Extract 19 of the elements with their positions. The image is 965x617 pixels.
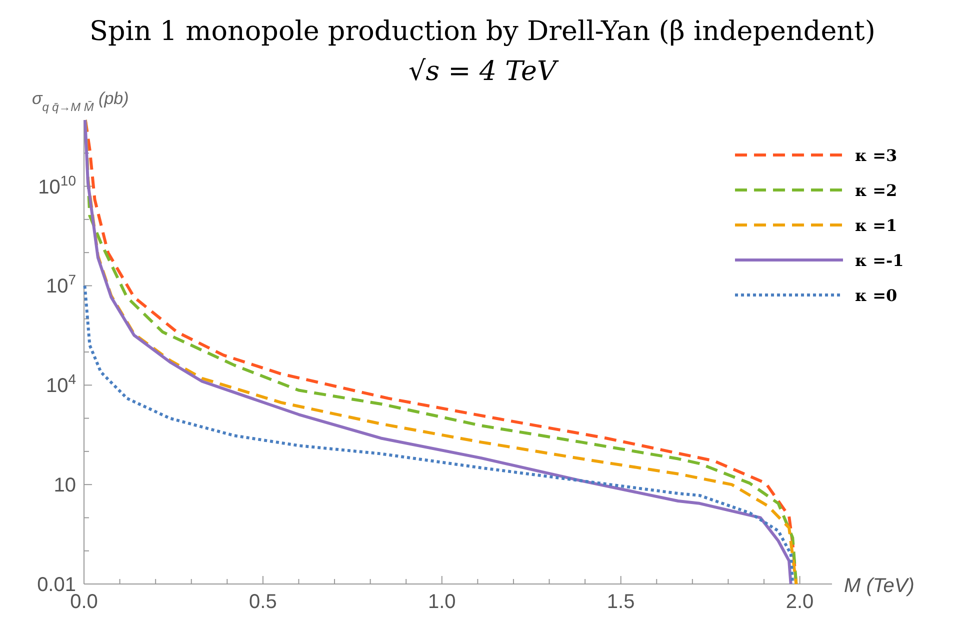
line-series <box>83 284 794 586</box>
x-tick-label: 0.5 <box>249 591 277 613</box>
x-axis-title: M (TeV) <box>844 575 914 597</box>
text: κ =1 <box>855 216 898 235</box>
text: κ =-1 <box>855 251 904 270</box>
y-tick-label: 10$^{4}$ <box>46 371 76 398</box>
x-tick-label: 0.0 <box>70 591 98 613</box>
y-tick-label: 10$^{10}$ <box>38 172 76 198</box>
text: κ =0 <box>855 286 898 305</box>
x-tick-label: 2.0 <box>786 591 814 613</box>
y-tick-label: 10$^{7}$ <box>46 272 76 298</box>
x-tick-label: 1.0 <box>428 591 456 613</box>
x-tick-label: 1.5 <box>606 591 635 613</box>
chart-subtitle: √s = 4 TeV <box>408 56 559 87</box>
text: κ =3 <box>855 146 898 165</box>
text: κ =2 <box>855 181 898 200</box>
y-axis-title: σ$_{q q̄→M M̄}$ (pb) <box>32 89 129 114</box>
chart-title: Spin 1 monopole production by Drell-Yan (β independent) <box>90 16 876 47</box>
y-tick-label: 10 <box>54 474 76 497</box>
